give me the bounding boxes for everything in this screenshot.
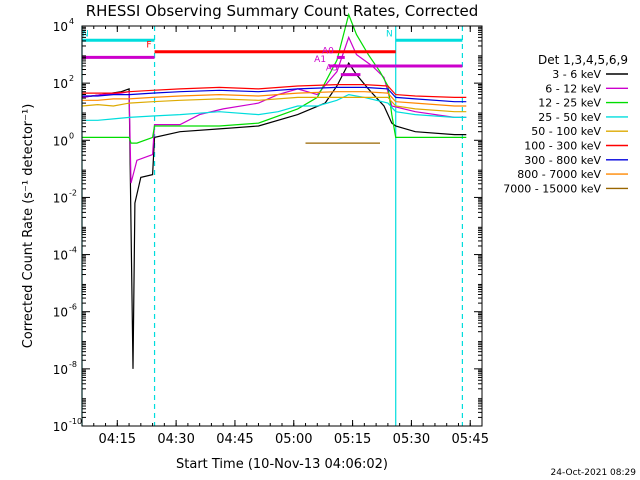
series-line: [82, 93, 467, 121]
series-line: [82, 86, 467, 103]
legend-entry-label: 25 - 50 keV: [538, 111, 601, 124]
series-line: [82, 12, 467, 144]
series-line: [81, 96, 467, 113]
series-line: [81, 35, 467, 184]
legend-entry-label: 3 - 6 keV: [552, 68, 601, 81]
x-tick-label: 04:30: [157, 432, 194, 447]
annotation-label: F: [146, 41, 151, 51]
x-tick-label: 05:00: [275, 432, 312, 447]
y-tick-label: 10: [53, 420, 68, 434]
x-axis: 04:15 04:30 04:45 05:00 05:15 05:30 05:45: [81, 26, 489, 447]
series-line: [82, 83, 467, 99]
y-tick-exponent: -10: [69, 417, 82, 426]
annotation-label: N: [386, 29, 393, 39]
y-tick-label: 10: [53, 77, 68, 91]
x-tick-label: 04:15: [99, 432, 136, 447]
legend-entry-label: 12 - 25 keV: [538, 97, 601, 110]
y-tick-exponent: -4: [69, 246, 77, 255]
y-tick-exponent: 2: [69, 74, 74, 83]
legend-entry-label: 800 - 7000 keV: [517, 168, 601, 181]
y-tick-exponent: -2: [69, 188, 77, 197]
y-tick-exponent: 4: [69, 17, 74, 26]
x-tick-label: 04:45: [216, 432, 253, 447]
chart-title: RHESSI Observing Summary Count Rates, Co…: [86, 2, 479, 20]
legend-title: Det 1,3,4,5,6,9: [538, 53, 628, 67]
y-tick-exponent: -6: [69, 303, 77, 312]
legend-entry-label: 300 - 800 keV: [524, 154, 601, 167]
y-tick-label: 10: [53, 249, 68, 263]
legend-entry-label: 6 - 12 keV: [545, 82, 601, 95]
x-axis-label: Start Time (10-Nov-13 04:06:02): [176, 457, 388, 472]
y-tick-exponent: -8: [69, 360, 77, 369]
legend-entry-label: 100 - 300 keV: [524, 140, 601, 153]
series-line: [81, 61, 467, 369]
series-line: [82, 91, 467, 107]
legend-entry-label: 7000 - 15000 keV: [503, 182, 601, 195]
x-tick-label: 05:45: [452, 432, 489, 447]
y-tick-label: 10: [53, 20, 68, 34]
y-axis-label: Corrected Count Rate (s⁻¹ detector⁻¹): [21, 104, 36, 349]
y-tick-label: 10: [53, 363, 68, 377]
plot-frame: [81, 25, 483, 427]
annotation-label: A1: [314, 55, 326, 65]
x-tick-label: 05:15: [334, 432, 371, 447]
x-tick-label: 05:30: [393, 432, 430, 447]
y-tick-label: 10: [53, 134, 68, 148]
footer-timestamp: 24-Oct-2021 08:29: [551, 468, 637, 478]
y-tick-label: 10: [53, 306, 68, 320]
y-tick-label: 10: [53, 191, 68, 205]
annotation-label: A3: [326, 64, 338, 74]
y-tick-exponent: 0: [69, 131, 74, 140]
legend-entry-label: 50 - 100 keV: [531, 125, 601, 138]
annotation-label: A0: [322, 46, 334, 56]
